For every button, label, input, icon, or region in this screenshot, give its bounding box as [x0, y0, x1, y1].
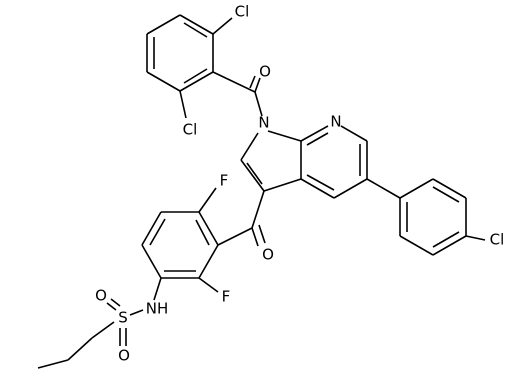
atom-label: Cl — [235, 3, 250, 21]
atom-label: NH — [146, 300, 169, 318]
atom-label: O — [259, 63, 271, 81]
atom-label: N — [258, 114, 269, 132]
atom-label: N — [330, 113, 341, 131]
atom-label: F — [222, 288, 231, 306]
atom-label: F — [220, 172, 229, 190]
atom-label: S — [118, 309, 128, 327]
atom-label: Cl — [490, 231, 505, 249]
atom-label: O — [262, 246, 274, 264]
atom-label: O — [118, 347, 130, 365]
atom-label: O — [95, 287, 107, 305]
bonds — [37, 14, 486, 369]
atom-label: Cl — [183, 121, 198, 139]
